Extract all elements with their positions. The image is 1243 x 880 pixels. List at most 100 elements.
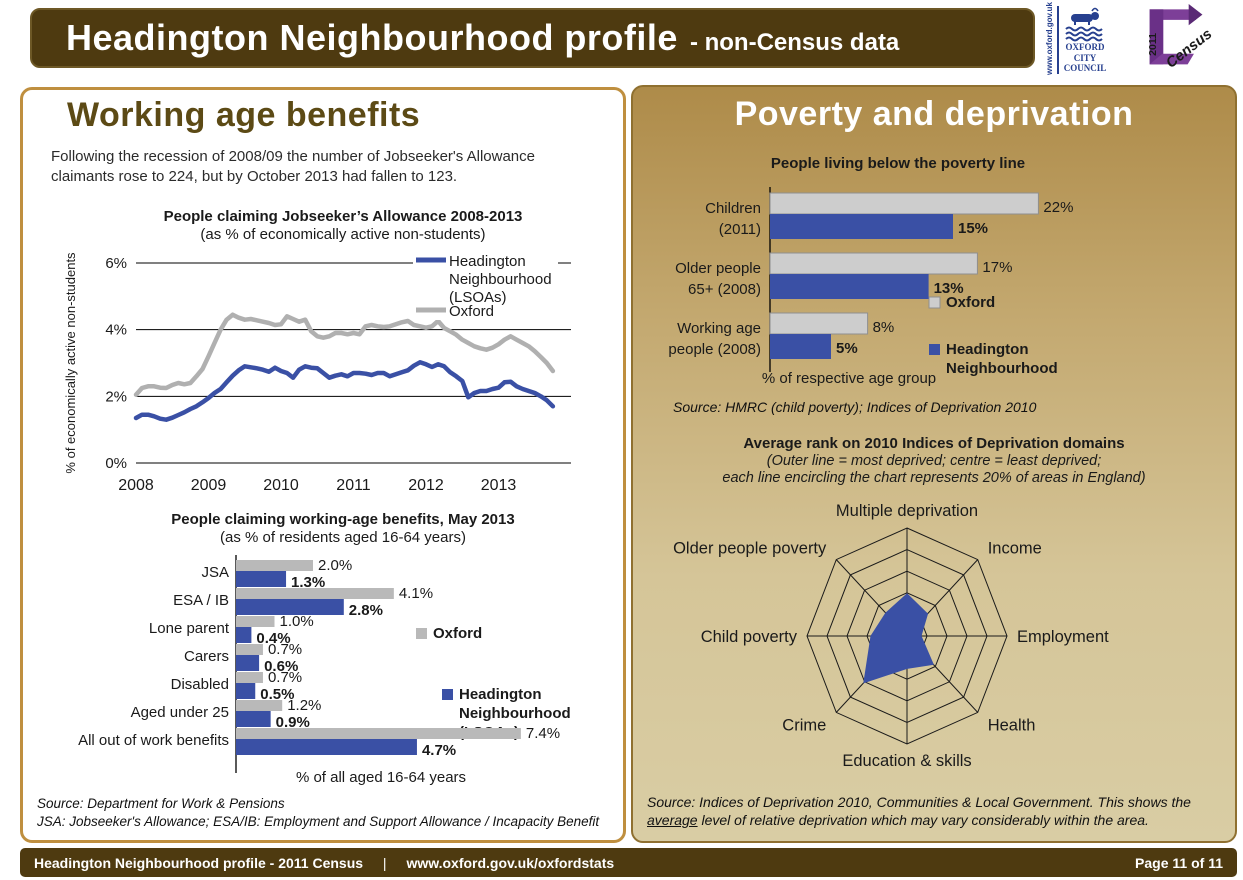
svg-text:Working age: Working age — [677, 320, 761, 337]
poverty-bar-chart: Oxford Headington Neighbourhood 22% 15% Child… — [668, 187, 1073, 387]
census-year-text: 2011 — [1147, 33, 1159, 56]
svg-text:ESA / IB: ESA / IB — [173, 592, 229, 609]
svg-text:15%: 15% — [958, 220, 988, 237]
svg-text:13%: 13% — [934, 280, 964, 297]
svg-text:Employment: Employment — [1017, 628, 1109, 646]
footer-page-number: Page 11 of 11 — [1135, 854, 1223, 871]
svg-text:4%: 4% — [105, 322, 127, 339]
radar-chart-subtitle: (Outer line = most deprived; centre = le… — [722, 453, 1146, 486]
svg-text:Oxford: Oxford — [449, 303, 494, 320]
poverty-deprivation-panel: Poverty and deprivation People living be… — [631, 85, 1237, 843]
svg-text:0.7%: 0.7% — [268, 669, 302, 686]
svg-text:Carers: Carers — [184, 648, 229, 665]
left-section-heading: Working age benefits — [67, 96, 421, 134]
oxford-city-council-logo: www.oxford.gov.uk OXFORD CITY COUNCIL — [1045, 2, 1131, 77]
svg-text:7.4%: 7.4% — [526, 725, 560, 742]
svg-text:Oxford: Oxford — [433, 625, 482, 642]
svg-text:2013: 2013 — [481, 477, 517, 494]
svg-text:Neighbourhood: Neighbourhood — [946, 360, 1058, 377]
svg-text:Older people: Older people — [675, 260, 761, 277]
right-section-heading: Poverty and deprivation — [734, 95, 1134, 133]
jsa-chart-subtitle: (as % of economically active non-student… — [200, 226, 486, 243]
deprivation-source-note: Source: Indices of Deprivation 2010, Com… — [647, 794, 1191, 829]
ox-crest-icon — [1065, 8, 1103, 42]
svg-text:4.7%: 4.7% — [422, 742, 456, 759]
svg-text:65+ (2008): 65+ (2008) — [688, 281, 761, 298]
footer-url: www.oxford.gov.uk/oxfordstats — [406, 854, 615, 871]
benefits-bar-chart: OxfordHeadingtonNeighbourhood(LSOAs)2.0%… — [78, 555, 571, 786]
footer-bar: Headington Neighbourhood profile - 2011 … — [20, 848, 1237, 877]
svg-text:0.4%: 0.4% — [256, 630, 290, 647]
svg-text:4.1%: 4.1% — [399, 585, 433, 602]
jsa-line-chart: 0% 2% 4% 6% 2008 2009 2010 2011 2012 2013 % of eco… — [63, 248, 571, 494]
deprivation-radar-chart: Multiple deprivation Income Employment Heal… — [673, 502, 1109, 770]
census-word-text: Census — [1163, 26, 1215, 72]
svg-text:Child poverty: Child poverty — [701, 628, 798, 646]
poverty-chart-title: People living below the poverty line — [770, 155, 1026, 172]
svg-text:2008: 2008 — [118, 477, 154, 494]
svg-text:(LSOAs): (LSOAs) — [449, 289, 507, 306]
left-source-note: Source: Department for Work & Pensions J… — [37, 796, 600, 829]
svg-text:1.3%: 1.3% — [291, 574, 325, 591]
svg-text:Disabled: Disabled — [171, 676, 229, 693]
header-bar: Headington Neighbourhood profile - non-C… — [30, 8, 1035, 68]
left-intro-text: Following the recession of 2008/09 the n… — [51, 148, 535, 185]
svg-text:0.9%: 0.9% — [276, 714, 310, 731]
svg-text:2010: 2010 — [263, 477, 299, 494]
svg-text:Health: Health — [988, 716, 1036, 734]
benefits-chart-title: People claiming working-age benefits, Ma… — [171, 511, 515, 528]
oxford-city-council-wordmark: OXFORD CITY COUNCIL — [1063, 42, 1107, 74]
poverty-source-note: Source: HMRC (child poverty); Indices of… — [673, 399, 1037, 415]
svg-text:0%: 0% — [105, 455, 127, 472]
svg-text:0.5%: 0.5% — [260, 686, 294, 703]
logo-divider — [1057, 6, 1059, 74]
svg-text:1.0%: 1.0% — [280, 613, 314, 630]
svg-text:1.2%: 1.2% — [287, 697, 321, 714]
svg-text:% of economically active non-s: % of economically active non-students — [63, 252, 78, 474]
page-title: Headington Neighbourhood profile — [66, 17, 678, 58]
radar-chart-title: Average rank on 2010 Indices of Deprivat… — [743, 435, 1125, 452]
svg-text:All out of work benefits: All out of work benefits — [78, 732, 229, 749]
svg-text:Older people poverty: Older people poverty — [673, 540, 827, 558]
page-subtitle: - non-Census data — [689, 29, 900, 56]
svg-text:Crime: Crime — [782, 716, 826, 734]
svg-text:JSA: JSA — [201, 564, 229, 581]
benefits-chart-subtitle: (as % of residents aged 16-64 years) — [220, 529, 466, 546]
svg-text:% of respective age group: % of respective age group — [762, 370, 936, 387]
svg-text:people (2008): people (2008) — [668, 341, 761, 358]
svg-text:Headington: Headington — [459, 686, 542, 703]
svg-text:Aged under 25: Aged under 25 — [131, 704, 229, 721]
svg-text:Lone parent: Lone parent — [149, 620, 230, 637]
svg-text:Children: Children — [705, 200, 761, 217]
svg-text:Oxford: Oxford — [946, 294, 995, 311]
svg-text:8%: 8% — [873, 319, 895, 336]
svg-text:Headington: Headington — [449, 253, 526, 270]
svg-text:% of all aged 16-64 years: % of all aged 16-64 years — [296, 769, 466, 786]
svg-text:6%: 6% — [105, 255, 127, 272]
svg-text:2011: 2011 — [336, 477, 371, 494]
oxford-url-vertical-text: www.oxford.gov.uk — [1045, 2, 1054, 75]
svg-text:Income: Income — [988, 540, 1042, 558]
svg-text:2%: 2% — [105, 388, 127, 405]
svg-text:Education & skills: Education & skills — [842, 752, 971, 770]
svg-text:(2011): (2011) — [719, 221, 761, 238]
svg-text:Multiple deprivation: Multiple deprivation — [836, 502, 978, 520]
svg-text:0.6%: 0.6% — [264, 658, 298, 675]
svg-text:2012: 2012 — [408, 477, 444, 494]
svg-text:22%: 22% — [1043, 199, 1073, 216]
svg-text:0.7%: 0.7% — [268, 641, 302, 658]
svg-text:2.0%: 2.0% — [318, 557, 352, 574]
svg-text:Neighbourhood: Neighbourhood — [449, 271, 552, 288]
svg-text:5%: 5% — [836, 340, 858, 357]
working-age-benefits-panel: Working age benefits Following the reces… — [20, 87, 626, 843]
svg-text:17%: 17% — [982, 259, 1012, 276]
jsa-chart-title: People claiming Jobseeker’s Allowance 20… — [163, 208, 523, 225]
footer-separator: | — [382, 854, 387, 871]
svg-text:2009: 2009 — [191, 477, 227, 494]
census-2011-logo: 2011 Census — [1136, 3, 1216, 77]
svg-text:Headington: Headington — [946, 341, 1029, 358]
svg-text:Neighbourhood: Neighbourhood — [459, 705, 571, 722]
footer-left: Headington Neighbourhood profile - 2011 … — [34, 854, 615, 871]
svg-text:2.8%: 2.8% — [349, 602, 383, 619]
